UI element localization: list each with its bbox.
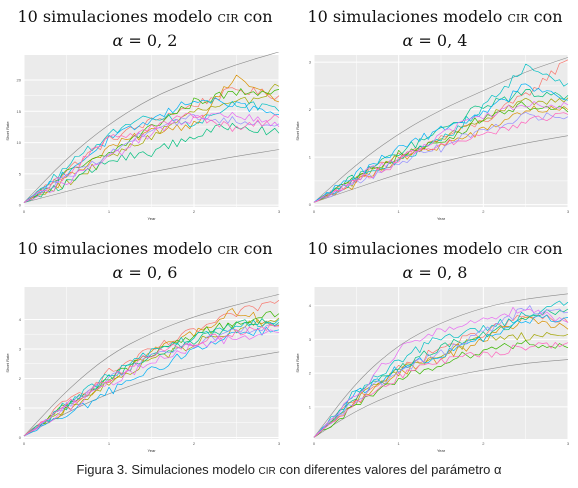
panel-3-title: 10 simulaciones modelo CIR con α = 0, 6 (17, 239, 273, 282)
x-axis-title: Year (147, 448, 156, 453)
series-line-7 (313, 83, 569, 203)
series-line-8 (23, 114, 280, 203)
x-tick-label: 3 (567, 209, 570, 214)
series-line-3 (23, 317, 280, 437)
series-line-9 (23, 112, 280, 203)
y-tick-label: 0 (19, 203, 22, 208)
y-tick-label: 5 (19, 171, 22, 176)
x-tick-label: 2 (482, 209, 485, 214)
bound-curve (313, 359, 569, 438)
y-axis-title: Short Rate (295, 353, 300, 373)
x-tick-label: 0 (313, 441, 316, 446)
figure-caption: Figura 3. Simulaciones modelo CIR con di… (76, 462, 502, 477)
y-tick-label: 1 (309, 404, 312, 409)
series-line-7 (23, 326, 280, 437)
x-tick-label: 3 (278, 209, 281, 214)
plot-alpha-0-8: 0 1 2 3 1 2 3 4 Year Short Rate (290, 284, 578, 454)
series-line-2 (23, 74, 280, 203)
x-axis-title: Year (437, 448, 446, 453)
x-tick-label: 2 (193, 441, 196, 446)
chart-3-svg: 0 1 2 3 0 1 2 3 4 Year Short Rate (5, 287, 281, 453)
y-axis-title: Short Rate (5, 353, 10, 373)
y-tick-label: 3 (309, 337, 312, 342)
y-tick-label: 0 (19, 435, 22, 440)
y-tick-label: 4 (19, 317, 22, 322)
series-line-10 (23, 112, 280, 203)
x-axis-title: Year (147, 216, 156, 221)
panel-4-title: 10 simulaciones modelo CIR con α = 0, 8 (307, 239, 563, 282)
y-tick-label: 1 (19, 406, 22, 411)
y-tick-label: 2 (309, 371, 312, 376)
series-line-4 (23, 311, 280, 437)
series-line-4 (23, 88, 280, 203)
panel-2-title: 10 simulaciones modelo CIR con α = 0, 4 (307, 7, 563, 50)
series-line-10 (23, 323, 280, 437)
y-axis-title: Short Rate (5, 121, 10, 141)
y-tick-label: 15 (17, 109, 22, 114)
series-line-5 (313, 308, 569, 438)
panel-1-title: 10 simulaciones modelo CIR con α = 0, 2 (17, 7, 273, 50)
y-tick-label: 3 (309, 60, 312, 65)
series-line-9 (313, 101, 569, 203)
series-line-10 (313, 112, 569, 203)
y-tick-label: 2 (19, 376, 22, 381)
x-tick-label: 3 (567, 441, 570, 446)
series-line-8 (313, 305, 569, 438)
y-tick-label: 10 (17, 140, 22, 145)
x-tick-label: 1 (108, 209, 111, 214)
y-tick-label: 20 (17, 78, 22, 83)
series-line-9 (23, 329, 280, 437)
x-tick-label: 1 (108, 441, 111, 446)
y-tick-label: 2 (309, 107, 312, 112)
chart-2-svg: 0 1 2 3 0 1 2 3 Year Short Rate (295, 55, 570, 221)
x-tick-label: 3 (278, 441, 281, 446)
y-tick-label: 0 (309, 202, 312, 207)
plot-alpha-0-6: 0 1 2 3 0 1 2 3 4 Year Short Rate (0, 284, 289, 454)
series-line-5 (23, 122, 280, 203)
series-line-3 (313, 97, 569, 203)
series-line-9 (313, 306, 569, 438)
series-line-7 (313, 314, 569, 438)
series-line-7 (23, 97, 280, 203)
x-tick-label: 2 (193, 209, 196, 214)
x-tick-label: 2 (482, 441, 485, 446)
bound-curve (23, 149, 280, 203)
x-tick-label: 0 (23, 441, 26, 446)
chart-4-svg: 0 1 2 3 1 2 3 4 Year Short Rate (295, 287, 570, 453)
x-tick-label: 0 (313, 209, 316, 214)
series-line-6 (23, 101, 280, 203)
bound-curve (23, 52, 280, 203)
y-tick-label: 4 (309, 303, 312, 308)
series-line-1 (23, 87, 280, 203)
x-tick-label: 1 (398, 441, 401, 446)
chart-1-svg: 0 1 2 3 0 5 10 15 20 Year Short Rate (5, 52, 281, 221)
series-line-4 (313, 340, 569, 438)
series-line-1 (313, 59, 569, 203)
y-axis-title: Short Rate (295, 121, 300, 141)
x-tick-label: 0 (23, 209, 26, 214)
y-tick-label: 1 (309, 155, 312, 160)
plot-alpha-0-2: 0 1 2 3 0 5 10 15 20 Year Short Rate (0, 52, 289, 222)
plot-alpha-0-4: 0 1 2 3 0 1 2 3 Year Short Rate (290, 52, 578, 222)
bound-curve (313, 293, 569, 438)
series-line-10 (313, 342, 569, 438)
bound-curve (23, 294, 280, 437)
bound-curve (313, 57, 569, 203)
x-tick-label: 1 (398, 209, 401, 214)
y-tick-label: 3 (19, 346, 22, 351)
x-axis-title: Year (437, 216, 446, 221)
bound-curve (313, 135, 569, 203)
